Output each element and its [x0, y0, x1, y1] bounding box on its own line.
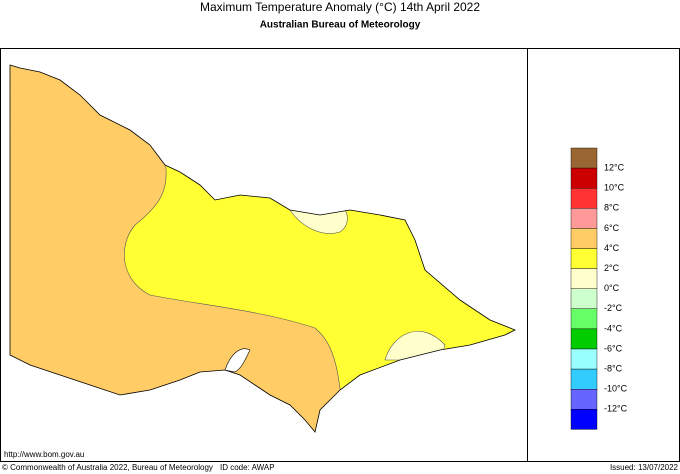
- legend-label: 10°C: [604, 183, 625, 193]
- legend-label: -2°C: [604, 303, 623, 313]
- legend-swatch: [570, 308, 598, 330]
- issued: Issued: 13/07/2022: [610, 463, 679, 472]
- legend-label: 4°C: [604, 243, 620, 253]
- legend-swatch: [570, 368, 598, 390]
- legend-label: 12°C: [604, 162, 625, 172]
- legend-swatch: [570, 389, 598, 410]
- legend-label: -6°C: [604, 343, 623, 353]
- legend-label: -12°C: [604, 404, 628, 414]
- legend-label: 8°C: [604, 203, 620, 213]
- legend-label: -10°C: [604, 384, 628, 394]
- legend-swatch: [570, 409, 598, 430]
- url: http://www.bom.gov.au: [4, 450, 84, 459]
- legend-swatch: [570, 228, 598, 249]
- title: Maximum Temperature Anomaly (°C) 14th Ap…: [200, 0, 480, 14]
- legend-label: 0°C: [604, 283, 620, 293]
- legend-swatch: [570, 288, 598, 310]
- subtitle: Australian Bureau of Meteorology: [260, 20, 421, 31]
- legend-label: 6°C: [604, 223, 620, 233]
- legend-label: -8°C: [604, 363, 623, 373]
- legend: 12°C 10°C 8°C 6°C 4°C 2°C 0°C -2°C -4°C -6°C -8°C -…: [570, 147, 628, 430]
- legend-swatch: [570, 268, 598, 289]
- map: [10, 65, 515, 432]
- legend-swatch: [570, 248, 598, 269]
- legend-label: -4°C: [604, 323, 623, 333]
- legend-swatch: [570, 187, 598, 209]
- id-code: ID code: AWAP: [220, 463, 275, 472]
- legend-swatch: [570, 348, 598, 370]
- legend-swatch: [570, 208, 598, 229]
- legend-label: 2°C: [604, 263, 620, 273]
- bay: [224, 348, 251, 373]
- legend-swatch: [570, 328, 598, 350]
- copyright: © Commonwealth of Australia 2022, Bureau…: [2, 463, 213, 472]
- region-0-2: [289, 209, 348, 234]
- legend-swatch: [570, 147, 598, 169]
- legend-swatch: [570, 167, 598, 189]
